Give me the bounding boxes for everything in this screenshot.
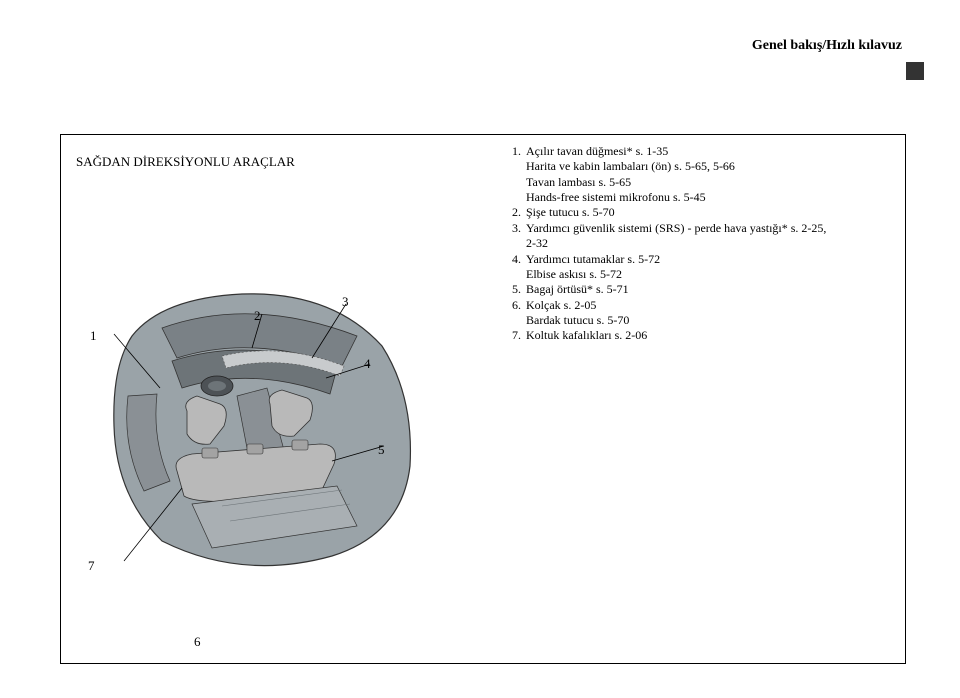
list-item-text: Koltuk kafalıkları s. 2-06 bbox=[526, 328, 892, 343]
list-item-subline: 2-32 bbox=[526, 236, 892, 251]
list-item-subline: Hands-free sistemi mikrofonu s. 5-45 bbox=[526, 190, 892, 205]
callout-number: 4 bbox=[364, 356, 371, 372]
vehicle-diagram: 1234567 bbox=[82, 186, 442, 616]
list-item: 4.Yardımcı tutamaklar s. 5-72 bbox=[512, 252, 892, 267]
list-item-text: Açılır tavan düğmesi* s. 1-35 bbox=[526, 144, 892, 159]
callout-number: 3 bbox=[342, 294, 349, 310]
vehicle-illustration bbox=[102, 276, 422, 576]
list-item-number: 1. bbox=[512, 144, 526, 159]
list-item: 5.Bagaj örtüsü* s. 5-71 bbox=[512, 282, 892, 297]
list-item-text: Kolçak s. 2-05 bbox=[526, 298, 892, 313]
section-title-text: SAĞDAN DİREKSİYONLU ARAÇLAR bbox=[76, 154, 295, 169]
list-item-number: 4. bbox=[512, 252, 526, 267]
list-item-text: Şişe tutucu s. 5-70 bbox=[526, 205, 892, 220]
page-header: Genel bakış/Hızlı kılavuz bbox=[752, 38, 902, 54]
list-item: 3.Yardımcı güvenlik sistemi (SRS) - perd… bbox=[512, 221, 892, 236]
list-item-subline: Bardak tutucu s. 5-70 bbox=[526, 313, 892, 328]
callout-number: 1 bbox=[90, 328, 97, 344]
page-tab-marker bbox=[906, 62, 924, 80]
list-item-subline: Tavan lambası s. 5-65 bbox=[526, 175, 892, 190]
callout-number: 6 bbox=[194, 634, 201, 650]
list-item: 2.Şişe tutucu s. 5-70 bbox=[512, 205, 892, 220]
list-item: 7.Koltuk kafalıkları s. 2-06 bbox=[512, 328, 892, 343]
list-item: 6.Kolçak s. 2-05 bbox=[512, 298, 892, 313]
list-item-subline: Harita ve kabin lambaları (ön) s. 5-65, … bbox=[526, 159, 892, 174]
list-item-number: 6. bbox=[512, 298, 526, 313]
header-title: Genel bakış/Hızlı kılavuz bbox=[752, 38, 902, 53]
callout-number: 5 bbox=[378, 442, 385, 458]
list-item-subline: Elbise askısı s. 5-72 bbox=[526, 267, 892, 282]
list-item-number: 3. bbox=[512, 221, 526, 236]
list-item: 1.Açılır tavan düğmesi* s. 1-35 bbox=[512, 144, 892, 159]
section-title: SAĞDAN DİREKSİYONLU ARAÇLAR bbox=[76, 154, 295, 170]
list-item-number: 5. bbox=[512, 282, 526, 297]
callout-number: 7 bbox=[88, 558, 95, 574]
list-item-text: Yardımcı tutamaklar s. 5-72 bbox=[526, 252, 892, 267]
list-item-number: 7. bbox=[512, 328, 526, 343]
list-item-text: Bagaj örtüsü* s. 5-71 bbox=[526, 282, 892, 297]
reference-list: 1.Açılır tavan düğmesi* s. 1-35Harita ve… bbox=[512, 144, 892, 344]
list-item-text: Yardımcı güvenlik sistemi (SRS) - perde … bbox=[526, 221, 892, 236]
callout-number: 2 bbox=[254, 308, 261, 324]
list-item-number: 2. bbox=[512, 205, 526, 220]
